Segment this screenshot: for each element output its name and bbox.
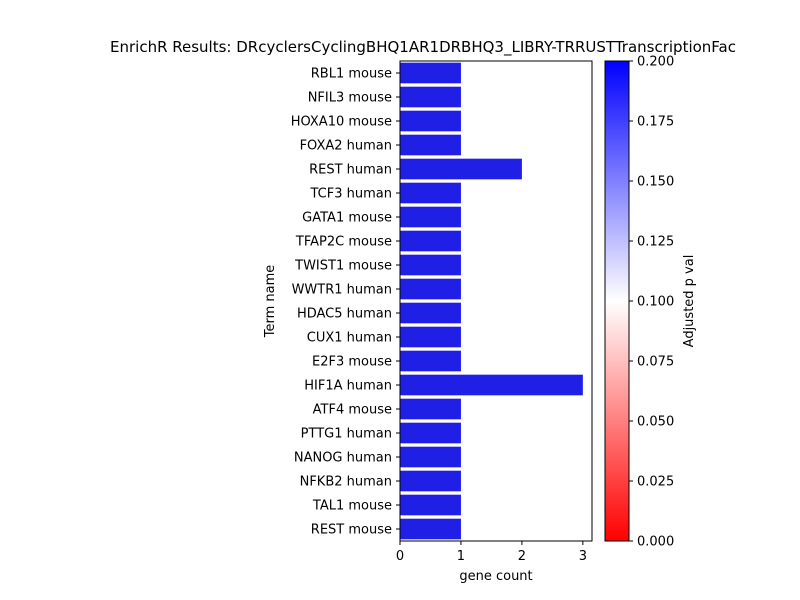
x-tick-label: 1 — [457, 549, 465, 564]
bar — [400, 302, 461, 324]
bars-group — [400, 62, 583, 540]
y-tick-label: TWIST1 mouse — [294, 259, 392, 274]
bar — [400, 62, 461, 84]
y-tick-label: FOXA2 human — [300, 139, 392, 154]
x-tick-label: 3 — [579, 549, 587, 564]
bar — [400, 86, 461, 108]
x-tick-label: 0 — [396, 549, 404, 564]
bar — [400, 422, 461, 444]
bar — [400, 518, 461, 540]
bar — [400, 206, 461, 228]
y-tick-label: NANOG human — [294, 451, 392, 466]
bar — [400, 230, 461, 252]
bar — [400, 278, 461, 300]
bar — [400, 398, 461, 420]
colorbar-tick-label: 0.075 — [637, 355, 674, 370]
colorbar-tick-label: 0.125 — [637, 235, 674, 250]
colorbar-tick-label: 0.175 — [637, 115, 674, 130]
bar — [400, 110, 461, 132]
y-tick-label: TAL1 mouse — [312, 499, 392, 514]
y-tick-label: RBL1 mouse — [311, 67, 392, 82]
y-tick-label: GATA1 mouse — [302, 211, 392, 226]
x-ticks-group: 0 1 2 3 — [396, 541, 587, 564]
bar — [400, 326, 461, 348]
bar — [400, 374, 583, 396]
bar — [400, 158, 522, 180]
y-tick-label: E2F3 mouse — [312, 355, 392, 370]
y-tick-label: NFIL3 mouse — [308, 91, 392, 106]
y-tick-label: ATF4 mouse — [313, 403, 392, 418]
colorbar-tick-label: 0.100 — [637, 295, 674, 310]
y-tick-label: REST mouse — [311, 523, 392, 538]
y-tick-label: REST human — [309, 163, 392, 178]
bar — [400, 446, 461, 468]
colorbar-tick-label: 0.050 — [637, 415, 674, 430]
y-tick-label: NFKB2 human — [300, 475, 392, 490]
x-axis-label: gene count — [459, 569, 532, 584]
bar — [400, 470, 461, 492]
bar — [400, 134, 461, 156]
colorbar-tick-label: 0.200 — [637, 55, 674, 70]
colorbar-ticks-group: 0.000 0.025 0.050 0.075 0.100 0.125 0.150 0.175… — [629, 55, 674, 550]
colorbar-tick-label: 0.000 — [637, 535, 674, 550]
y-tick-label: HDAC5 human — [297, 307, 392, 322]
y-tick-label: CUX1 human — [307, 331, 392, 346]
y-tick-label: HIF1A human — [304, 379, 392, 394]
bar — [400, 494, 461, 516]
y-axis-label: Term name — [263, 265, 278, 339]
bar — [400, 350, 461, 372]
axes-frame — [399, 60, 593, 542]
y-tick-label: PTTG1 human — [301, 427, 392, 442]
y-tick-label: TCF3 human — [310, 187, 393, 202]
chart-title: EnrichR Results: DRcyclersCyclingBHQ1AR1… — [110, 38, 736, 57]
y-tick-label: WWTR1 human — [292, 283, 392, 298]
colorbar-tick-label: 0.025 — [637, 475, 674, 490]
x-tick-label: 2 — [518, 549, 526, 564]
y-tick-label: HOXA10 mouse — [291, 115, 392, 130]
bar — [400, 182, 461, 204]
y-ticks-group: RBL1 mouse NFIL3 mouse HOXA10 mouse FOXA2 h… — [291, 67, 400, 538]
colorbar-label: Adjusted p val — [682, 255, 697, 348]
colorbar-tick-label: 0.150 — [637, 175, 674, 190]
y-tick-label: TFAP2C mouse — [295, 235, 392, 250]
bar — [400, 254, 461, 276]
colorbar — [604, 60, 630, 542]
